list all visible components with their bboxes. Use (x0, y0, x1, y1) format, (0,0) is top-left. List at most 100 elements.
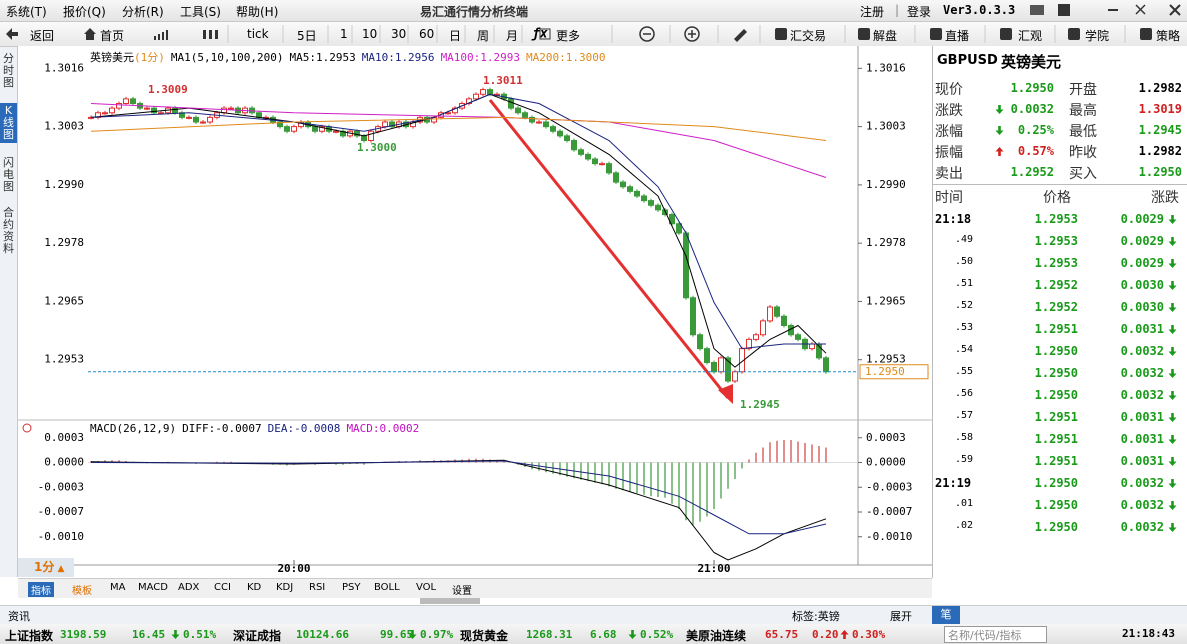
ticker-pct: 0.30% (852, 628, 886, 641)
close[interactable] (1169, 4, 1181, 16)
toolbar-button[interactable]: 日 (449, 29, 462, 43)
side-tab[interactable]: 闪电图 (0, 155, 17, 195)
ma-line (90, 116, 827, 141)
candle (557, 130, 563, 137)
column-header: 涨跌 (1151, 190, 1179, 206)
indicator-tab[interactable]: RSI (309, 582, 326, 593)
indicator-tab[interactable]: ADX (178, 582, 200, 593)
toolbar-button[interactable]: 30 (391, 27, 407, 41)
period-selector[interactable]: 1分 ▲ (18, 558, 74, 577)
indicator-tab[interactable]: BOLL (374, 582, 400, 593)
toolbar-button[interactable]: 周 (477, 29, 490, 43)
icon[interactable] (22, 423, 32, 433)
indicator-tab[interactable]: KD (247, 582, 262, 593)
candle (382, 121, 388, 128)
menu-item[interactable]: 帮助(H) (236, 5, 279, 19)
toolbar-button[interactable]: 10 (362, 27, 378, 41)
side-tab[interactable]: 合约资料 (0, 205, 17, 257)
clock: 21:18:43 (1122, 627, 1175, 640)
price-annotation: 1.3009 (148, 83, 188, 96)
period[interactable]: 1分 (34, 560, 55, 574)
toolbar-button[interactable]: 学院 (1085, 29, 1110, 43)
side-tab[interactable]: K线图 (0, 103, 17, 143)
candle (543, 121, 549, 128)
legend-entry: MACD:0.0002 (346, 422, 420, 435)
toolbar-button[interactable]: 汇观 (1018, 29, 1043, 43)
last-price-box (859, 364, 929, 380)
icon (734, 29, 747, 42)
side-tab[interactable]: 分时图 (0, 51, 17, 91)
menu-item[interactable]: 报价(Q) (63, 5, 106, 19)
menu-item[interactable]: 分析(R) (122, 5, 164, 19)
quote-panel: GBPUSD 英镑美元 现价 1.2950 开盘 1.2982 涨跌 0.0032 最高 1.30… (932, 46, 1187, 578)
menu-item[interactable]: 系统(T) (6, 5, 47, 19)
tick-price: 1.2951 (1034, 410, 1078, 424)
icon (158, 34, 160, 40)
ticker-pct: 0.97% (420, 628, 454, 641)
ticker-price: 1268.31 (526, 628, 573, 641)
indicator-tab[interactable]: MA (110, 582, 126, 593)
candle (123, 98, 129, 104)
ticker-pct: 0.51% (183, 628, 217, 641)
toolbar-button[interactable]: 返回 (30, 29, 55, 43)
candle (746, 338, 752, 350)
indicator-tab[interactable]: 模板 (72, 586, 92, 597)
indicator-tab[interactable]: VOL (416, 582, 437, 593)
icon[interactable] (1058, 4, 1070, 16)
toolbar-button[interactable]: 月 (506, 29, 519, 43)
candle (641, 195, 647, 202)
toolbar-button[interactable]: 解盘 (873, 29, 898, 43)
toolbar-button[interactable]: 策略 (1156, 29, 1181, 43)
indicator-label: MA1(5,10,100,200) (170, 51, 284, 64)
candle (732, 371, 738, 382)
toolbar-button[interactable]: 首页 (100, 29, 125, 43)
menu-register[interactable]: 注册 (860, 5, 885, 19)
candle (130, 98, 136, 104)
search-box[interactable]: 名称/代码/指标 (944, 626, 1047, 643)
toolbar-button[interactable]: tick (247, 27, 269, 41)
toolbar-button[interactable]: 直播 (945, 29, 970, 43)
arrow-down (1168, 369, 1177, 378)
candle (823, 357, 829, 373)
indicator-tab[interactable]: MACD (138, 582, 168, 593)
tick-price: 1.2951 (1034, 432, 1078, 446)
quote-label: 昨收 (1069, 145, 1097, 161)
candle (172, 107, 178, 114)
y-tick-label: -0.0010 (38, 530, 84, 543)
menu-login[interactable]: 登录 (907, 5, 932, 19)
arrow-down (1168, 457, 1177, 466)
tick-change: 0.0029 (1120, 234, 1164, 248)
scrollbar[interactable] (420, 598, 480, 604)
tick-time: .55 (955, 366, 974, 377)
dropdown-icon[interactable]: ▲ (54, 564, 65, 574)
info-bar: 资讯 标签:英镑 展开 笔 (0, 605, 1187, 625)
toolbar-button[interactable]: 60 (419, 27, 435, 41)
expand[interactable]: 展开 (890, 610, 912, 623)
tick-change: 0.0032 (1120, 498, 1164, 512)
tick-time: .51 (955, 278, 974, 289)
icon[interactable] (1030, 5, 1044, 15)
toolbar-button[interactable]: 汇交易 (790, 29, 827, 43)
quote-value: 0.25% (1017, 123, 1054, 137)
indicator-tab[interactable]: CCI (214, 582, 231, 593)
candle (186, 116, 192, 119)
arrow-down (1168, 435, 1177, 444)
toolbar-button[interactable]: 5日 (297, 29, 317, 43)
arrow-down (1168, 347, 1177, 356)
indicator-tab[interactable]: PSY (342, 582, 361, 593)
arrow-down (1168, 259, 1177, 268)
icon (1140, 28, 1152, 40)
pen-tab[interactable]: 笔 (932, 606, 960, 624)
arrow-up (840, 630, 849, 639)
indicator-tab[interactable]: 设置 (452, 586, 472, 597)
indicator-tab[interactable]: 指标 (28, 582, 54, 597)
toolbar-button[interactable]: 更多 (556, 29, 581, 43)
toolbar-button[interactable]: 1 (340, 27, 348, 41)
restore[interactable] (1135, 4, 1146, 15)
menu-item[interactable]: 工具(S) (180, 5, 221, 19)
arrow-down (628, 630, 637, 639)
side-tabs: 分时图 K线图闪电图合约资料 (0, 47, 18, 577)
candle (452, 107, 458, 114)
indicator-tab[interactable]: KDJ (276, 582, 294, 593)
news-tab[interactable]: 资讯 (8, 610, 30, 623)
